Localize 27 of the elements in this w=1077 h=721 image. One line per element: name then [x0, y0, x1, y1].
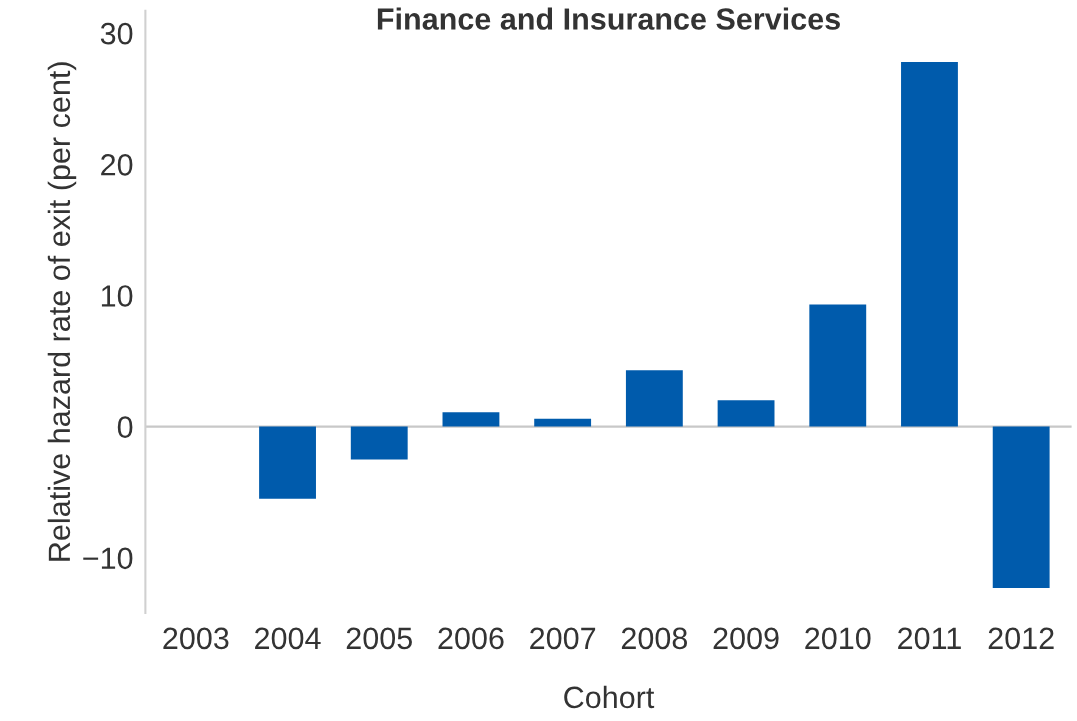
bar — [625, 370, 683, 427]
x-tick-label: 2012 — [988, 627, 1054, 650]
x-tick-label: 2008 — [621, 627, 688, 650]
x-tick-label: 2009 — [713, 627, 779, 650]
x-tick-label: 2004 — [255, 627, 321, 650]
bar — [992, 426, 1050, 588]
y-tick-label: −10 — [83, 547, 133, 570]
y-tick-label: 30 — [100, 22, 133, 45]
y-axis-title: Relative hazard rate of exit (per cent) — [47, 62, 77, 561]
x-tick-label: 2005 — [346, 627, 412, 650]
x-tick-label: 2003 — [163, 627, 229, 650]
bar — [442, 412, 500, 427]
bar — [259, 426, 316, 499]
bar — [809, 304, 867, 427]
y-tick-label: 0 — [117, 416, 133, 438]
x-tick-label: 2010 — [805, 627, 871, 650]
chart-title: Finance and Insurance Services — [377, 7, 840, 30]
x-tick-label: 2007 — [530, 627, 596, 650]
bar — [350, 426, 408, 460]
y-tick-label: 20 — [101, 154, 133, 176]
x-tick-label: 2011 — [898, 627, 961, 650]
bar — [901, 61, 958, 427]
x-axis-title: Cohort — [564, 685, 655, 709]
bar — [534, 418, 592, 427]
x-tick-label: 2006 — [438, 627, 504, 650]
bar — [717, 400, 775, 427]
y-tick-label: 10 — [101, 285, 133, 307]
